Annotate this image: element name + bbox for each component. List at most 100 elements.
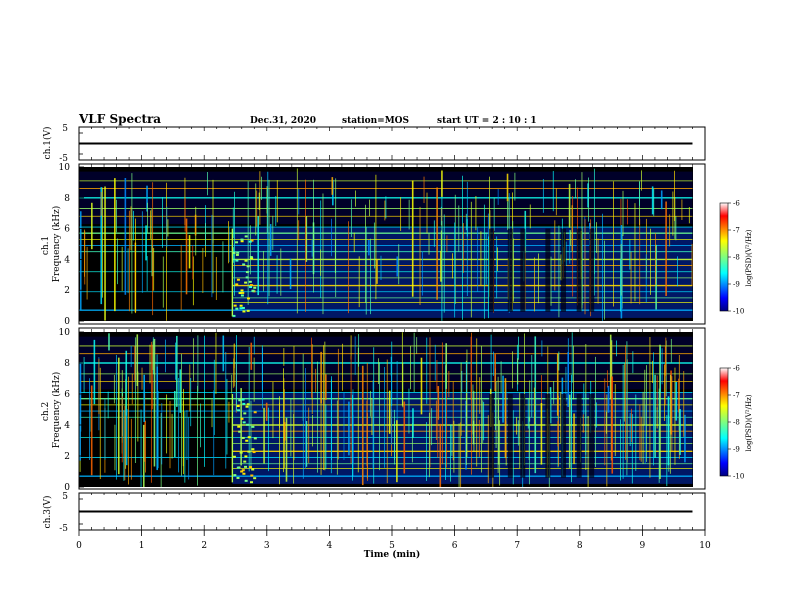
ch1-colorbar-gradient xyxy=(719,202,729,312)
spectrogram-speck xyxy=(244,479,248,482)
ch1-ylabel-line2: Frequency (kHz) xyxy=(51,206,62,283)
ch2-colorbar: -6 -7 -8 -9 -10 log(PSD)(V²/Hz) xyxy=(719,365,753,481)
ch2-colorbar-ticks: -6 -7 -8 -9 -10 xyxy=(728,365,744,481)
ch2-spectrogram-yticks: 10 8 6 4 2 0 xyxy=(59,328,706,493)
spectrogram-speck xyxy=(237,409,241,412)
ch2-spectrogram-ylabel: ch.2 Frequency (kHz) xyxy=(41,372,62,449)
spectrogram-speck xyxy=(241,398,245,401)
spectrogram-ytick-label: 6 xyxy=(64,390,70,400)
spectrogram-ytick-label: 0 xyxy=(64,317,70,327)
spectrogram-speck xyxy=(235,283,239,286)
spectrogram-speck xyxy=(242,310,246,313)
spectrogram-speck xyxy=(242,421,246,424)
spectrogram-speck xyxy=(244,465,248,468)
spectrogram-dip xyxy=(520,228,526,312)
ch1-ylabel-line1: ch.1 xyxy=(41,236,51,255)
colorbar-tick-label: -9 xyxy=(733,446,740,454)
colorbar-tick-label: -9 xyxy=(733,281,740,289)
spectrogram-speck xyxy=(236,251,240,254)
station-label: station=MOS xyxy=(342,116,409,126)
spectrogram-speck xyxy=(246,423,250,426)
time-axis-tick-label: 7 xyxy=(514,541,520,551)
panel-ch1-spectrogram: ch.1 Frequency (kHz) 10 8 6 4 2 0 xyxy=(41,163,706,327)
ch1-spectrogram-yticks: 10 8 6 4 2 0 xyxy=(59,163,706,327)
ch1-ytick-bottom: -5 xyxy=(59,154,68,164)
spectrogram-speck xyxy=(247,297,251,300)
ch3-ytick-bottom: -5 xyxy=(59,524,68,534)
time-axis-tick-label: 8 xyxy=(577,541,583,551)
spectrogram-speck xyxy=(249,284,253,287)
spectrogram-speck xyxy=(251,468,255,471)
colorbar-tick-label: -8 xyxy=(733,419,740,427)
spectrogram-ytick-label: 8 xyxy=(64,194,70,204)
colorbar-tick-label: -8 xyxy=(733,254,740,262)
ch3-waveform-ylabel: ch.3(V) xyxy=(42,496,53,529)
spectrogram-dip xyxy=(576,394,582,478)
spectrogram-speck xyxy=(246,403,250,406)
spectrogram-speck xyxy=(250,239,254,242)
spectrogram-speck xyxy=(251,289,255,292)
spectrogram-speck xyxy=(247,450,251,453)
colorbar-tick-label: -6 xyxy=(733,365,740,373)
spectrogram-speck xyxy=(246,265,250,268)
spectrogram-speck xyxy=(236,466,240,469)
spectrogram-ytick-label: 10 xyxy=(59,328,71,338)
start-ut-label: start UT = 2 : 10 : 1 xyxy=(437,116,537,126)
spectrogram-speck xyxy=(240,417,244,420)
spectrogram-ytick-label: 4 xyxy=(64,255,70,265)
spectrogram-speck xyxy=(244,259,248,262)
spectrogram-speck xyxy=(235,307,239,310)
spectrogram-speck xyxy=(232,455,236,458)
spectrogram-speck xyxy=(242,263,246,266)
spectrogram-speck xyxy=(242,472,246,475)
spectrogram-speck xyxy=(232,251,236,254)
spectrogram-dip xyxy=(589,394,595,478)
spectrogram-speck xyxy=(249,466,253,469)
spectrogram-dip xyxy=(507,394,513,478)
spectrogram-speck xyxy=(240,294,244,297)
spectrogram-speck xyxy=(245,276,249,279)
spectrogram-speck xyxy=(239,451,243,454)
spectrogram-speck xyxy=(232,314,236,317)
spectrogram-speck xyxy=(236,405,240,408)
spectrogram-speck xyxy=(240,238,244,241)
time-axis-label: Time (min) xyxy=(364,549,421,560)
spectrogram-speck xyxy=(238,292,242,295)
spectrogram-dip xyxy=(561,228,567,312)
time-axis-tick-label: 10 xyxy=(699,541,711,551)
spectrogram-speck xyxy=(253,477,257,480)
spectrogram-speck xyxy=(246,309,250,312)
spectrogram-speck xyxy=(233,304,237,307)
spectrogram-speck xyxy=(243,460,247,463)
spectrogram-speck xyxy=(244,281,248,284)
spectrogram-dip xyxy=(545,394,551,478)
spectrogram-dip xyxy=(489,394,495,478)
ch2-colorbar-gradient xyxy=(719,367,729,477)
spectrogram-speck xyxy=(239,307,243,310)
spectrogram-dip xyxy=(561,394,567,478)
colorbar-tick-label: -7 xyxy=(733,227,740,235)
colorbar-tick-label: -10 xyxy=(733,473,744,481)
spectrogram-speck xyxy=(251,425,255,428)
ch1-ytick-top: 5 xyxy=(62,124,68,134)
spectrogram-ytick-label: 4 xyxy=(64,421,70,431)
time-axis-tick-label: 0 xyxy=(76,541,82,551)
ch1-spectrogram-image xyxy=(79,168,693,321)
spectrogram-speck xyxy=(253,286,257,289)
spectrogram-ytick-label: 6 xyxy=(64,225,70,235)
colorbar-tick-label: -7 xyxy=(733,392,740,400)
date-label: Dec.31, 2020 xyxy=(250,116,316,126)
ch2-ylabel-line2: Frequency (kHz) xyxy=(51,372,62,449)
spectrogram-dip xyxy=(589,228,595,312)
spectrogram-ytick-label: 2 xyxy=(64,452,70,462)
spectrogram-speck xyxy=(241,469,245,472)
time-axis-tick-label: 3 xyxy=(264,541,270,551)
spectrogram-speck xyxy=(251,448,255,451)
spectrogram-speck xyxy=(241,436,245,439)
spectrogram-speck xyxy=(233,474,237,477)
spectrogram-speck xyxy=(243,412,247,415)
ch1-colorbar-ticks: -6 -7 -8 -9 -10 xyxy=(728,200,744,316)
spectrogram-speck xyxy=(248,240,252,243)
spectrogram-speck xyxy=(253,411,257,414)
